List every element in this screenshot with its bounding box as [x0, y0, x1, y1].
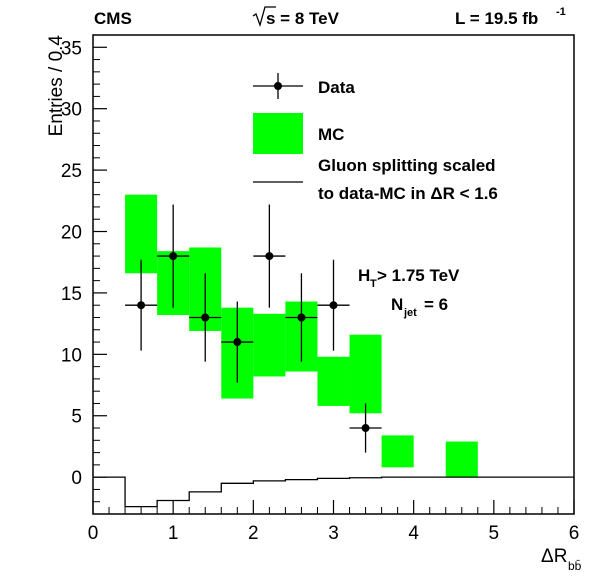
- lumi-superscript: -1: [556, 6, 566, 18]
- lumi-text: L = 19.5 fb: [455, 9, 538, 28]
- data-marker: [265, 252, 274, 261]
- mc-box: [381, 435, 414, 468]
- njet-sub: jet: [403, 307, 417, 319]
- data-points-group: [125, 204, 382, 453]
- y-tick-label: 25: [61, 161, 82, 182]
- y-axis-title: Entries / 0.4: [46, 35, 67, 137]
- data-marker: [137, 301, 146, 310]
- data-point: [189, 273, 222, 362]
- data-point: [253, 204, 286, 308]
- x-tick-label: 3: [328, 523, 339, 544]
- data-marker: [329, 301, 338, 310]
- y-tick-label: 0: [71, 468, 82, 489]
- legend-gluon-label-line1: Gluon splitting scaled: [318, 156, 496, 175]
- x-tick-label: 1: [168, 523, 179, 544]
- x-tick-label: 4: [408, 523, 419, 544]
- data-marker: [361, 424, 370, 433]
- njet-cut-label: N jet = 6: [391, 295, 448, 319]
- legend-data-label: Data: [318, 78, 355, 97]
- mc-box: [317, 356, 350, 406]
- ht-sub: T: [370, 278, 377, 290]
- y-tick-label: 15: [61, 284, 82, 305]
- mc-box: [445, 441, 478, 478]
- data-marker: [233, 338, 242, 347]
- axes-group: 0 1 2 3 4 5 6 0 5 10 15 20 25 30 35: [61, 34, 580, 544]
- data-point: [317, 259, 350, 351]
- legend-mc-label: MC: [318, 125, 344, 144]
- y-tick-label: 5: [71, 407, 82, 428]
- mc-box: [349, 334, 382, 414]
- x-axis-title: ΔR bb̄: [541, 546, 582, 573]
- y-tick-label: 10: [61, 345, 82, 366]
- data-point: [157, 204, 190, 308]
- legend-data-marker: [253, 73, 303, 99]
- x-tick-label: 6: [569, 523, 580, 544]
- njet-main: N: [391, 295, 403, 314]
- x-axis-title-main: ΔR: [541, 546, 567, 567]
- energy-label: s = 8 TeV: [252, 6, 340, 28]
- y-tick-label: 30: [61, 100, 82, 121]
- y-tick-label: 35: [61, 38, 82, 59]
- experiment-label: CMS: [94, 9, 132, 28]
- ht-main: H: [358, 266, 370, 285]
- ht-cut-label: H T > 1.75 TeV: [358, 266, 460, 290]
- x-tick-label: 5: [489, 523, 500, 544]
- mc-box: [253, 313, 286, 377]
- data-point: [221, 301, 254, 383]
- sqrt-symbol: [252, 6, 276, 28]
- ht-rest: > 1.75 TeV: [377, 266, 460, 285]
- data-point: [285, 273, 318, 362]
- data-marker: [297, 313, 306, 322]
- gluon-step-line: [93, 476, 574, 508]
- lumi-label: L = 19.5 fb -1: [455, 6, 566, 28]
- legend: Data MC Gluon splitting scaled to data-M…: [253, 73, 498, 203]
- x-axis-title-sub: bb̄: [568, 559, 582, 573]
- gluon-line-group: [93, 476, 574, 508]
- data-marker: [201, 313, 210, 322]
- energy-text: s = 8 TeV: [266, 9, 340, 28]
- data-point: [125, 259, 158, 351]
- x-tick-label: 2: [248, 523, 259, 544]
- legend-mc-swatch: [253, 113, 303, 154]
- data-marker: [169, 252, 178, 261]
- x-tick-label: 0: [88, 523, 99, 544]
- y-tick-label: 20: [61, 223, 82, 244]
- data-point: [349, 403, 382, 453]
- njet-rest: = 6: [424, 295, 448, 314]
- legend-gluon-label-line2: to data-MC in ΔR < 1.6: [318, 184, 498, 203]
